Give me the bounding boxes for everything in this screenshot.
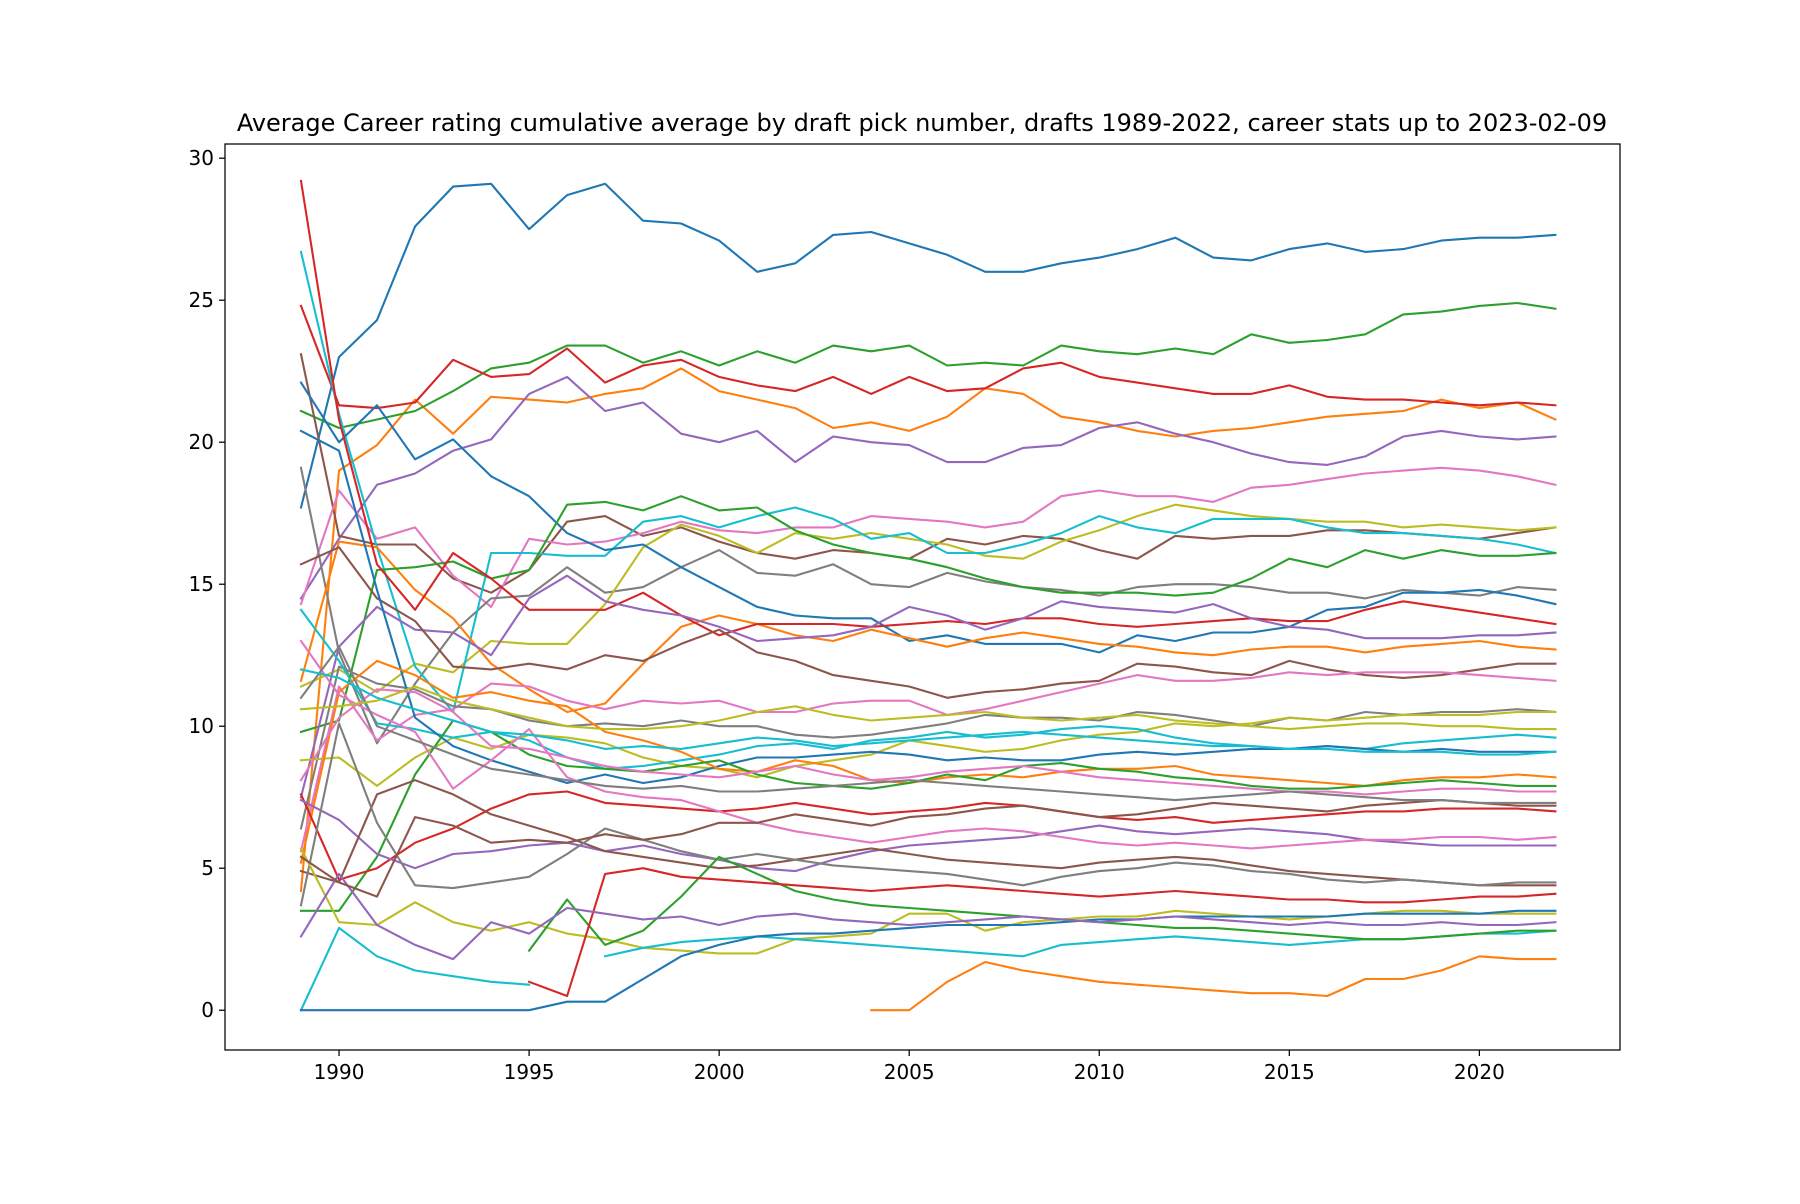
series-line-33 xyxy=(527,855,1557,953)
x-tick-label: 2020 xyxy=(1454,1060,1505,1084)
series-line-35 xyxy=(299,872,1557,961)
x-tick-label: 2015 xyxy=(1264,1060,1315,1084)
series-line-39 xyxy=(299,685,1557,731)
series-line-13 xyxy=(299,495,1557,734)
series-line-25 xyxy=(299,798,1557,873)
series-line-8 xyxy=(299,466,1557,745)
y-tick-label: 5 xyxy=(201,856,214,880)
series-line-10 xyxy=(299,250,1557,714)
series-line-4 xyxy=(299,304,1557,410)
x-tick-label: 2010 xyxy=(1074,1060,1125,1084)
y-axis: 0 5 10 15 20 25 30 xyxy=(189,146,225,1022)
plot-frame xyxy=(224,143,1621,1051)
series-line-40 xyxy=(299,668,1557,756)
series-line-29 xyxy=(299,846,1557,955)
series-line-32 xyxy=(870,955,1557,1012)
x-tick-label: 1995 xyxy=(504,1060,555,1084)
series-line-21 xyxy=(299,429,1557,785)
series-line-5 xyxy=(299,375,1557,600)
series-line-18 xyxy=(299,665,1557,830)
series-line-34 xyxy=(527,867,1557,998)
series-line-23 xyxy=(299,719,1557,912)
x-tick-label: 2005 xyxy=(884,1060,935,1084)
series-line-24 xyxy=(299,790,1557,881)
series-line-19 xyxy=(299,710,1557,787)
series-line-17 xyxy=(299,671,1557,853)
series-line-38 xyxy=(299,645,1557,804)
series-line-1 xyxy=(299,182,1557,509)
series-line-31 xyxy=(299,909,1557,1012)
series-line-15 xyxy=(299,574,1557,799)
y-tick-label: 10 xyxy=(189,714,214,738)
series-line-2 xyxy=(299,367,1557,893)
x-axis: 1990 1995 2000 2005 2010 2015 2020 xyxy=(314,1050,1505,1084)
series-lines xyxy=(299,179,1557,1012)
y-tick-label: 0 xyxy=(201,998,214,1022)
series-line-36 xyxy=(299,799,1557,898)
series-line-3 xyxy=(299,301,1557,430)
series-line-22 xyxy=(299,659,1557,864)
series-line-11 xyxy=(299,381,1557,654)
y-tick-label: 15 xyxy=(189,572,214,596)
series-line-28 xyxy=(299,722,1557,907)
series-line-27 xyxy=(299,639,1557,850)
series-line-37 xyxy=(299,688,1557,796)
chart-title: Average Career rating cumulative average… xyxy=(237,109,1607,137)
series-line-9 xyxy=(299,503,1557,694)
y-tick-label: 25 xyxy=(189,288,214,312)
y-tick-label: 30 xyxy=(189,146,214,170)
series-line-26 xyxy=(299,779,1557,887)
series-line-16 xyxy=(299,546,1557,699)
series-line-7 xyxy=(299,466,1557,608)
series-line-14 xyxy=(299,179,1557,637)
x-tick-label: 2000 xyxy=(694,1060,745,1084)
x-tick-label: 1990 xyxy=(314,1060,365,1084)
series-line-12 xyxy=(299,540,1557,714)
y-tick-label: 20 xyxy=(189,430,214,454)
